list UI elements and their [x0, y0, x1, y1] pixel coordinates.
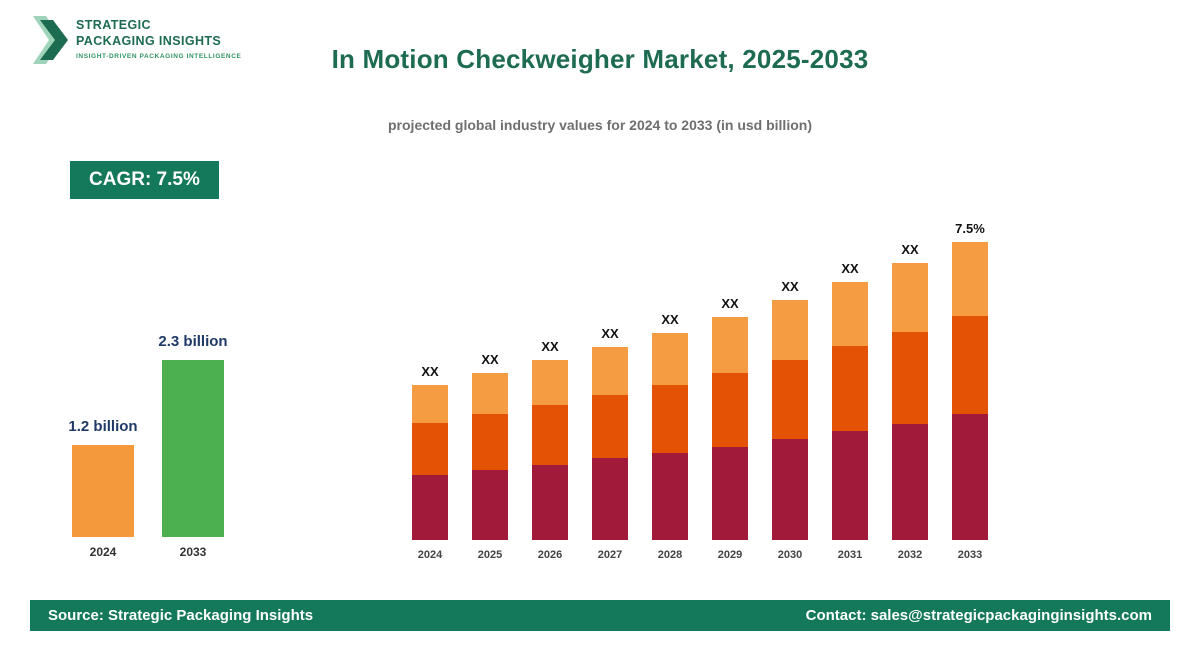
bar-segment-bottom	[472, 470, 508, 540]
bar-segment-top	[772, 300, 808, 360]
bar-value-label: XX	[901, 242, 919, 258]
footer-contact-text: Contact: sales@strategicpackaginginsight…	[805, 607, 1152, 624]
brand-logo: STRATEGIC PACKAGING INSIGHTS INSIGHT-DRI…	[32, 12, 241, 73]
bar-segment-top	[412, 384, 448, 424]
brand-logo-text: STRATEGIC PACKAGING INSIGHTS INSIGHT-DRI…	[76, 12, 241, 60]
bar-year-label: 2028	[657, 549, 683, 561]
bar-segment-top	[472, 373, 508, 415]
bar-column-2026: XX 2026	[532, 213, 568, 561]
bar-value-label: XX	[541, 339, 559, 355]
mini-bar-year-label: 2024	[89, 545, 117, 559]
bar-value-label: XX	[781, 279, 799, 295]
bar-segment-middle	[412, 423, 448, 476]
bar-year-label: 2024	[417, 549, 443, 561]
bar-column-2027: XX 2027	[592, 213, 628, 561]
bar-segment-top	[952, 242, 988, 317]
bar-column-2028: XX 2028	[652, 213, 688, 561]
mini-bar-column-2024: 1.2 billion 2024	[68, 319, 137, 559]
bar-segment-bottom	[952, 414, 988, 540]
bar-value-label: XX	[601, 326, 619, 342]
bar-year-label: 2032	[897, 549, 923, 561]
bar-segment-bottom	[532, 464, 568, 540]
bar-segment-top	[532, 360, 568, 406]
mini-bar-column-2033: 2.3 billion 2033	[158, 319, 227, 559]
chevron-logo-icon	[32, 12, 68, 73]
mini-bar-2024	[72, 444, 134, 537]
bar-year-label: 2031	[837, 549, 863, 561]
stacked-bar	[472, 373, 508, 540]
stacked-bar	[592, 347, 628, 540]
brand-tagline: INSIGHT-DRIVEN PACKAGING INTELLIGENCE	[76, 53, 242, 61]
bar-segment-middle	[892, 331, 928, 424]
bar-value-label: XX	[721, 296, 739, 312]
cagr-badge: CAGR: 7.5%	[70, 161, 219, 199]
stacked-bar	[832, 282, 868, 540]
bar-segment-middle	[472, 414, 508, 471]
bar-segment-bottom	[892, 423, 928, 540]
page-subtitle: projected global industry values for 202…	[388, 117, 812, 133]
bar-value-label: XX	[421, 363, 439, 379]
stacked-bar	[712, 317, 748, 540]
bar-segment-middle	[952, 316, 988, 415]
mini-bar-value-label: 2.3 billion	[158, 332, 228, 350]
mini-bar-2033	[162, 359, 224, 537]
bar-value-label: XX	[661, 311, 679, 327]
mini-bar-year-label: 2033	[179, 545, 207, 559]
bar-column-2029: XX 2029	[712, 213, 748, 561]
footer-source-text: Source: Strategic Packaging Insights	[48, 607, 314, 624]
bar-segment-bottom	[412, 475, 448, 540]
bar-segment-top	[652, 332, 688, 385]
bar-segment-middle	[532, 405, 568, 465]
bar-value-label: 7.5%	[955, 221, 985, 237]
bar-year-label: 2026	[537, 549, 563, 561]
bar-column-2032: XX 2032	[892, 213, 928, 561]
stacked-bar-chart: XX 2024 XX 2025 XX 2026 XX 2027 XX 2028 XX 2029 XX 20…	[412, 213, 994, 561]
bar-year-label: 2029	[717, 549, 743, 561]
stacked-bar	[532, 360, 568, 540]
bar-segment-bottom	[832, 431, 868, 540]
brand-name-line1: STRATEGIC	[76, 18, 151, 32]
bar-segment-bottom	[712, 446, 748, 540]
bar-value-label: XX	[841, 261, 859, 277]
bar-segment-top	[832, 282, 868, 346]
bar-column-2033: 7.5% 2033	[952, 213, 988, 561]
stacked-bar	[412, 384, 448, 540]
bar-segment-top	[712, 317, 748, 374]
bar-value-label: XX	[481, 352, 499, 368]
bar-column-2030: XX 2030	[772, 213, 808, 561]
bar-segment-middle	[712, 373, 748, 447]
bar-column-2024: XX 2024	[412, 213, 448, 561]
mini-comparison-chart: 1.2 billion 2024 2.3 billion 2033	[68, 319, 244, 559]
bar-segment-middle	[772, 360, 808, 439]
bar-segment-top	[592, 347, 628, 395]
footer-bar: Source: Strategic Packaging Insights Con…	[30, 600, 1170, 631]
brand-name-line2: PACKAGING INSIGHTS	[76, 33, 222, 48]
bar-segment-middle	[652, 384, 688, 454]
stacked-bar	[652, 332, 688, 540]
stacked-bar	[772, 300, 808, 540]
bar-segment-middle	[592, 394, 628, 459]
stacked-bar	[892, 263, 928, 540]
bar-column-2031: XX 2031	[832, 213, 868, 561]
bar-segment-bottom	[652, 453, 688, 540]
bar-year-label: 2027	[597, 549, 623, 561]
bar-year-label: 2033	[957, 549, 983, 561]
bar-column-2025: XX 2025	[472, 213, 508, 561]
bar-segment-bottom	[772, 439, 808, 540]
bar-segment-bottom	[592, 458, 628, 540]
bar-segment-middle	[832, 345, 868, 432]
bar-year-label: 2025	[477, 549, 503, 561]
bar-segment-top	[892, 263, 928, 332]
mini-bar-value-label: 1.2 billion	[68, 417, 138, 435]
stacked-bar	[952, 242, 988, 540]
page-title: In Motion Checkweigher Market, 2025-2033	[331, 44, 869, 74]
bar-year-label: 2030	[777, 549, 803, 561]
